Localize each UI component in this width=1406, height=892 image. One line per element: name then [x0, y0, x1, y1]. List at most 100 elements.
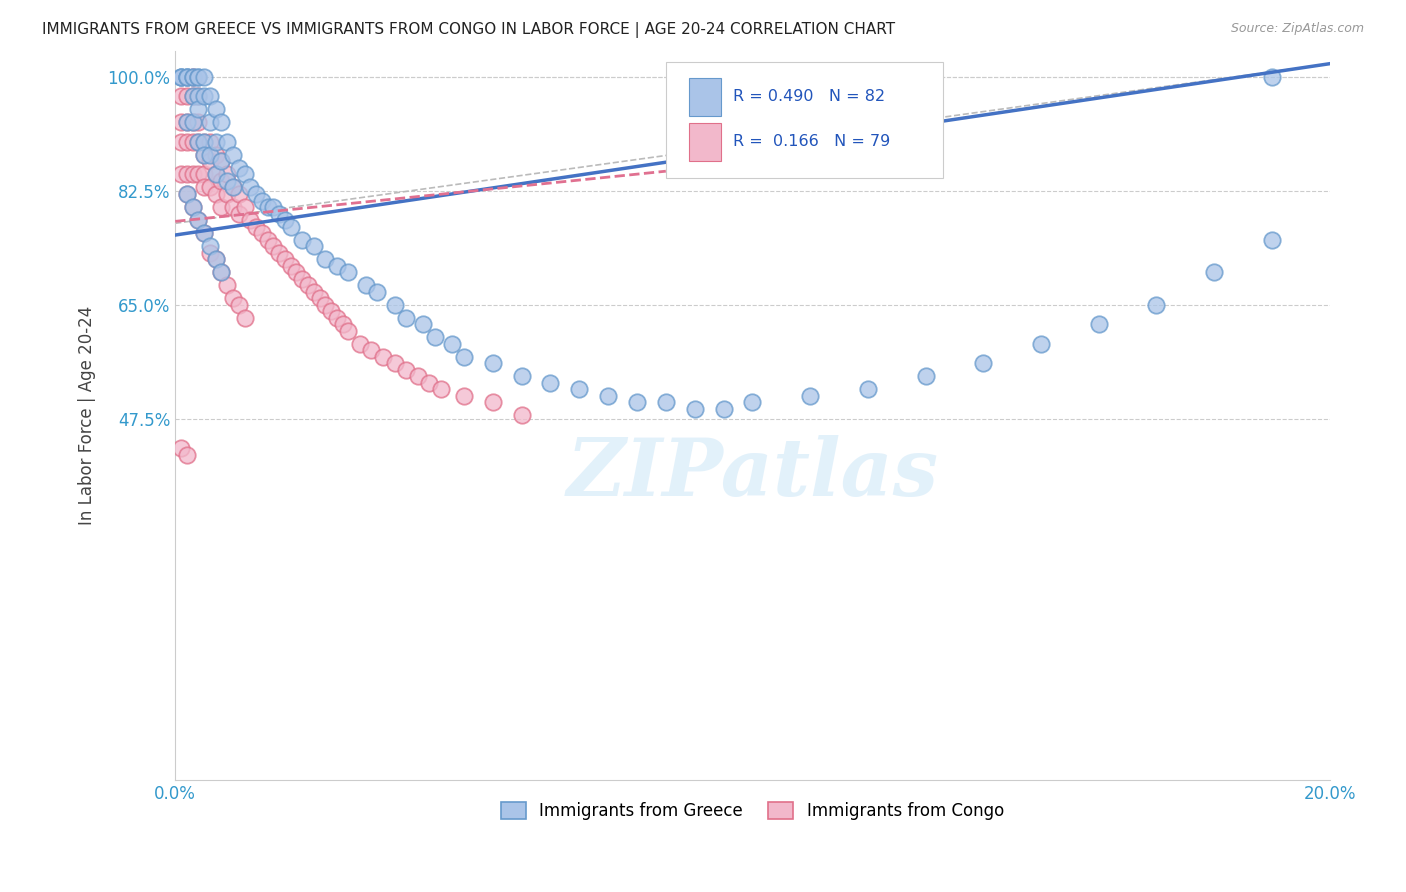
Point — [302, 285, 325, 299]
Point — [176, 89, 198, 103]
Point — [302, 239, 325, 253]
Point — [228, 161, 250, 175]
Point — [441, 336, 464, 351]
Point — [193, 168, 215, 182]
Point — [187, 89, 209, 103]
Point — [713, 401, 735, 416]
Point — [337, 324, 360, 338]
Point — [181, 89, 204, 103]
Point — [856, 383, 879, 397]
Point — [655, 395, 678, 409]
Point — [217, 186, 239, 201]
Point — [228, 186, 250, 201]
Point — [481, 395, 503, 409]
Point — [262, 200, 284, 214]
FancyBboxPatch shape — [666, 62, 943, 178]
Point — [291, 233, 314, 247]
Point — [406, 369, 429, 384]
Point — [538, 376, 561, 390]
Point — [262, 239, 284, 253]
Point — [170, 70, 193, 84]
Point — [187, 213, 209, 227]
Point — [510, 409, 533, 423]
Point — [204, 168, 226, 182]
Point — [209, 174, 232, 188]
Point — [193, 70, 215, 84]
Point — [209, 265, 232, 279]
Point — [193, 148, 215, 162]
Point — [228, 206, 250, 220]
Point — [741, 395, 763, 409]
Point — [187, 89, 209, 103]
Point — [181, 200, 204, 214]
Point — [176, 448, 198, 462]
Point — [181, 115, 204, 129]
Point — [914, 369, 936, 384]
Point — [209, 200, 232, 214]
Point — [349, 336, 371, 351]
Point — [395, 363, 418, 377]
Point — [319, 304, 342, 318]
Point — [198, 245, 221, 260]
Point — [1204, 265, 1226, 279]
Point — [332, 318, 354, 332]
Point — [176, 70, 198, 84]
Point — [418, 376, 440, 390]
Point — [626, 395, 648, 409]
Point — [198, 89, 221, 103]
Point — [384, 298, 406, 312]
Point — [204, 148, 226, 162]
Text: R = 0.490   N = 82: R = 0.490 N = 82 — [733, 89, 884, 104]
Point — [269, 206, 291, 220]
Point — [360, 343, 382, 358]
Point — [222, 148, 245, 162]
Point — [170, 70, 193, 84]
Point — [314, 252, 336, 267]
Point — [217, 278, 239, 293]
Point — [308, 291, 330, 305]
Point — [181, 168, 204, 182]
Point — [568, 383, 591, 397]
Point — [222, 180, 245, 194]
Point — [233, 310, 256, 325]
Point — [222, 200, 245, 214]
Point — [181, 70, 204, 84]
Point — [176, 186, 198, 201]
Point — [170, 89, 193, 103]
Point — [181, 70, 204, 84]
Point — [481, 356, 503, 370]
Point — [198, 154, 221, 169]
Point — [245, 186, 267, 201]
Point — [181, 200, 204, 214]
Point — [204, 135, 226, 149]
Text: ZIPatlas: ZIPatlas — [567, 435, 938, 513]
Point — [209, 154, 232, 169]
Point — [209, 115, 232, 129]
Text: Source: ZipAtlas.com: Source: ZipAtlas.com — [1230, 22, 1364, 36]
Point — [598, 389, 620, 403]
Point — [1087, 318, 1109, 332]
Point — [366, 285, 388, 299]
Point — [412, 318, 434, 332]
Point — [337, 265, 360, 279]
Point — [280, 219, 302, 234]
Point — [453, 350, 475, 364]
Point — [181, 89, 204, 103]
Point — [217, 174, 239, 188]
Point — [187, 168, 209, 182]
Point — [176, 168, 198, 182]
Point — [181, 115, 204, 129]
Point — [193, 135, 215, 149]
Point — [256, 200, 278, 214]
Point — [250, 194, 273, 208]
Point — [170, 115, 193, 129]
Point — [198, 115, 221, 129]
Point — [269, 245, 291, 260]
Point — [170, 441, 193, 455]
Point — [239, 180, 262, 194]
Point — [193, 226, 215, 240]
Point — [326, 310, 349, 325]
Point — [222, 291, 245, 305]
Point — [193, 89, 215, 103]
Point — [176, 115, 198, 129]
